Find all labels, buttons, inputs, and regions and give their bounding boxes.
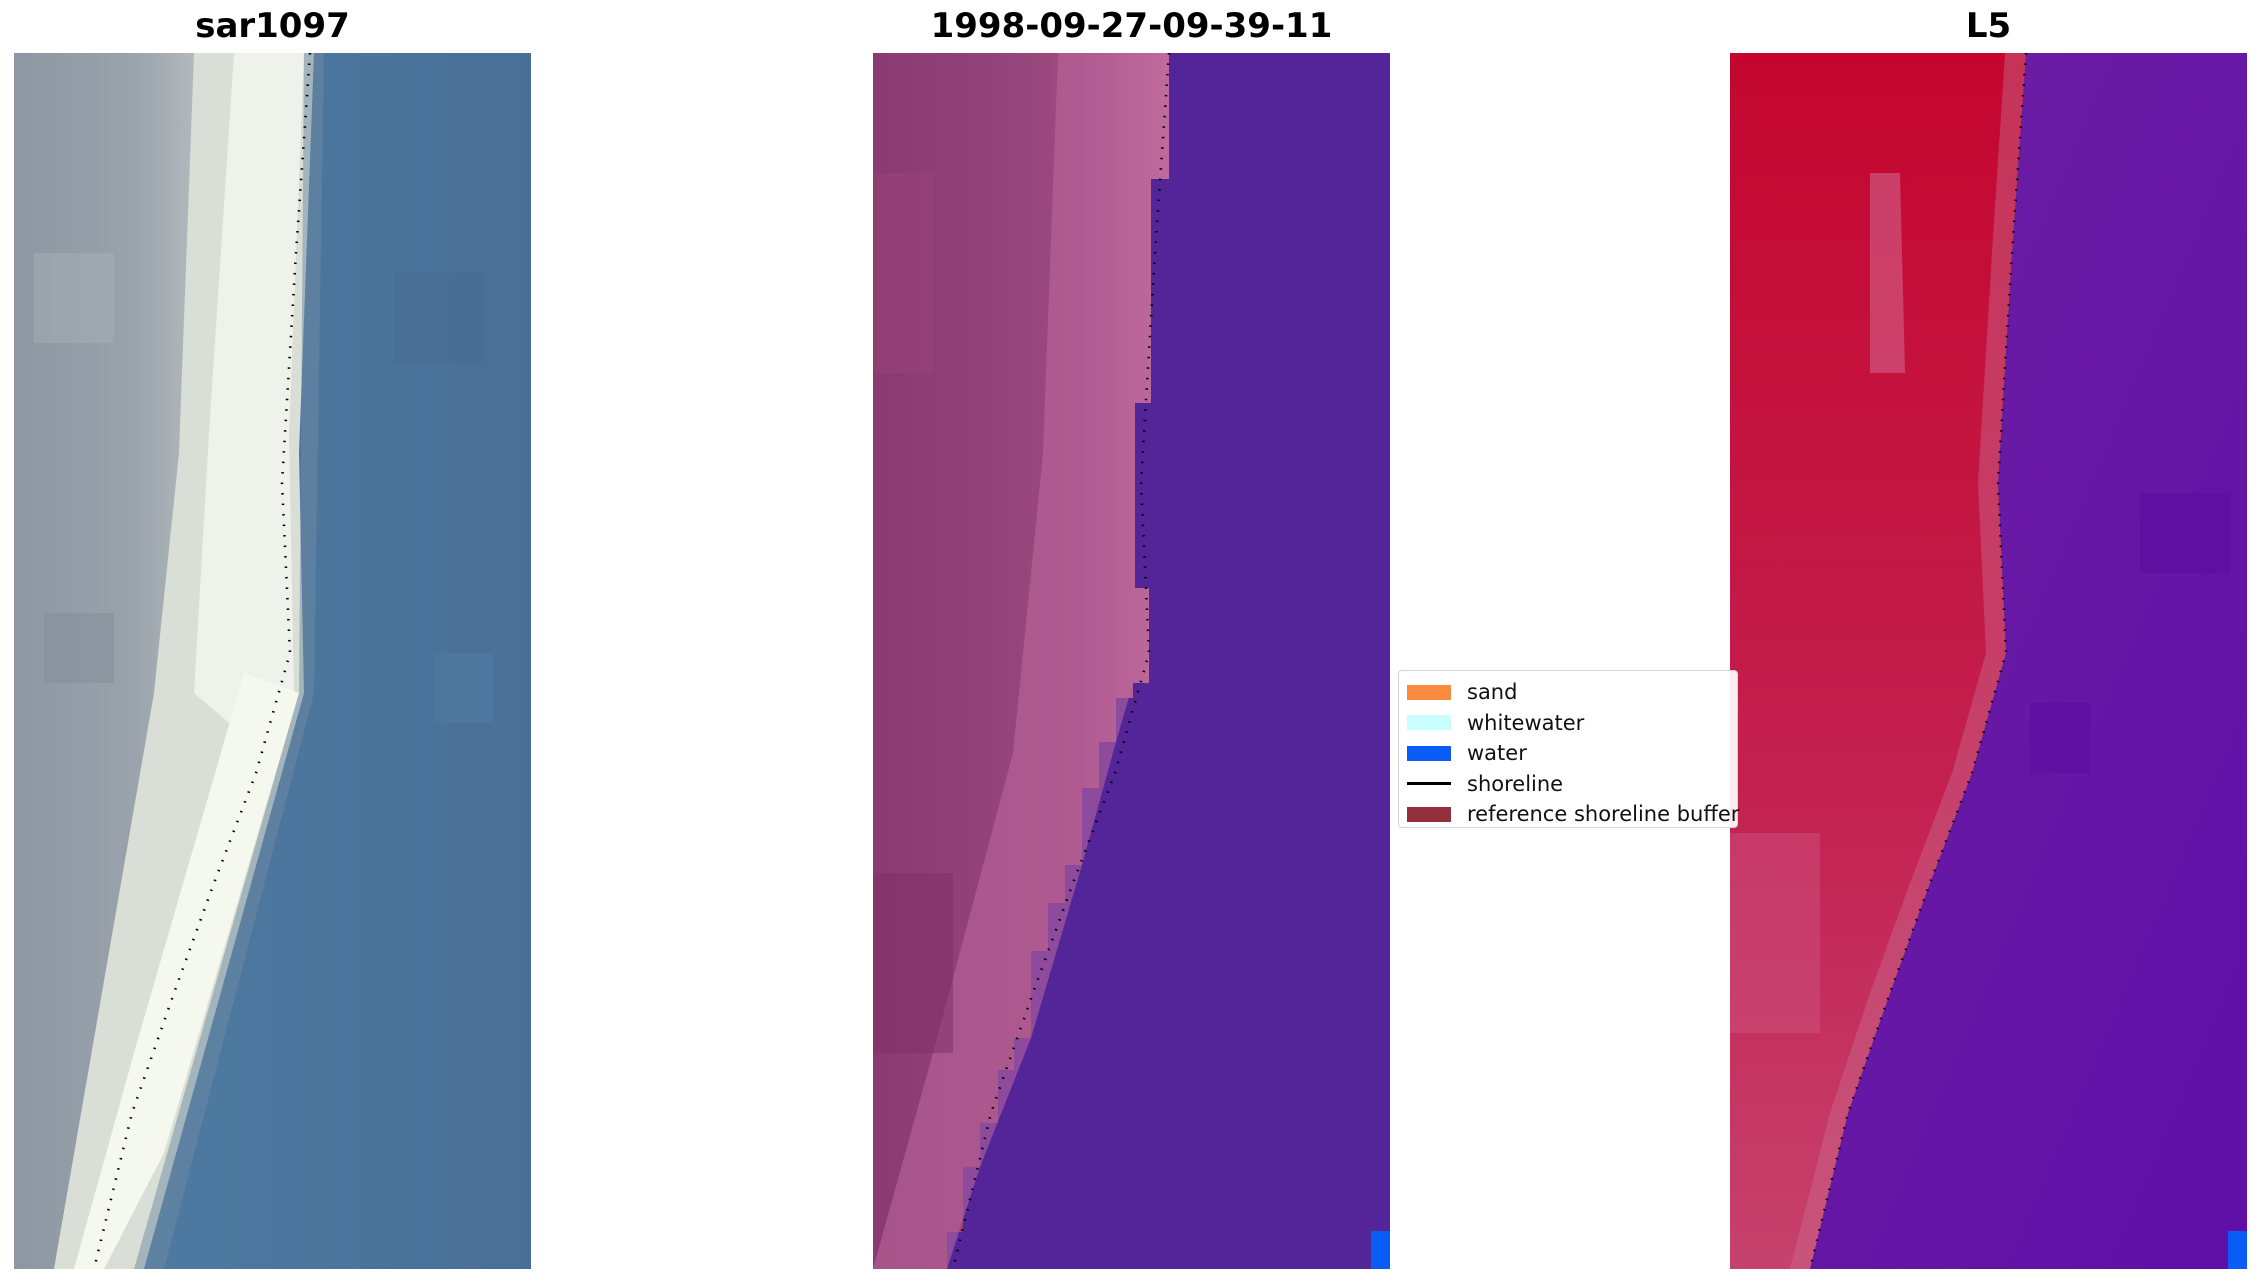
- shoreline: [92, 53, 312, 1269]
- whitewater-swatch: [1407, 715, 1451, 731]
- legend: sand whitewater water shoreline referenc…: [1398, 670, 1739, 830]
- legend-label: sand: [1467, 680, 1518, 705]
- legend-item-shoreline: shoreline: [1407, 769, 1729, 800]
- index-image-panel: [1730, 53, 2247, 1269]
- buffer-swatch: [1407, 806, 1451, 822]
- rgb-image-panel: [14, 53, 531, 1269]
- legend-label: shoreline: [1467, 771, 1564, 796]
- legend-label: reference shoreline buffer: [1467, 802, 1740, 827]
- water-swatch: [1407, 745, 1451, 761]
- panel-title-satellite: L5: [1965, 6, 2012, 46]
- classified-image-panel: [873, 53, 1390, 1269]
- land-area: [1730, 53, 2026, 1269]
- legend-item-sand: sand: [1407, 677, 1729, 708]
- legend-item-whitewater: whitewater: [1407, 708, 1729, 739]
- shoreline: [1808, 53, 2028, 1269]
- legend-item-water: water: [1407, 738, 1729, 769]
- land-area: [14, 53, 214, 1269]
- rgb-image: [14, 53, 531, 1269]
- legend-item-reference-buffer: reference shoreline buffer: [1407, 799, 1739, 830]
- sand-swatch: [1407, 684, 1451, 700]
- shoreline-line-icon: [1407, 782, 1451, 786]
- legend-label: water: [1467, 741, 1527, 766]
- panel-title-rgb: sar1097: [195, 6, 350, 46]
- water-patch: [1371, 1231, 1390, 1269]
- shoreline: [951, 53, 1171, 1269]
- legend-label: whitewater: [1467, 710, 1585, 735]
- classified-image: [873, 53, 1390, 1269]
- panel-title-date: 1998-09-27-09-39-11: [930, 6, 1333, 46]
- index-image: [1730, 53, 2247, 1269]
